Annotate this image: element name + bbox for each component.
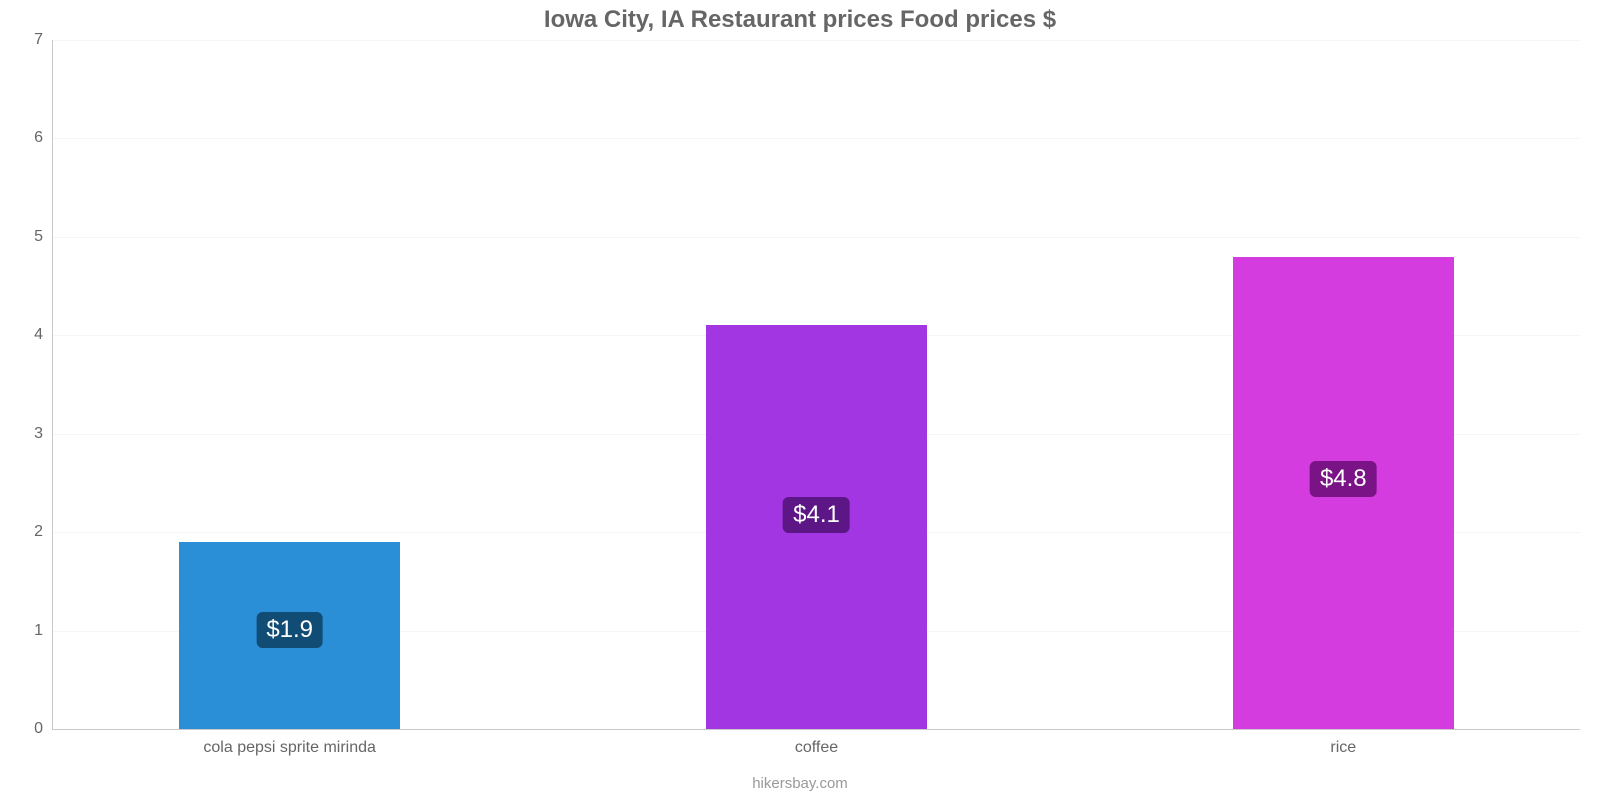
y-tick-label: 6 bbox=[34, 129, 53, 147]
chart-bar: $1.9 bbox=[179, 542, 400, 729]
chart-attribution: hikersbay.com bbox=[0, 775, 1600, 792]
bar-value-label: $1.9 bbox=[256, 612, 323, 648]
y-tick-label: 0 bbox=[34, 720, 53, 738]
chart-bars: $7$1.9$4.1$4.8$2 bbox=[53, 40, 1580, 729]
chart-plot-area: 01234567 $7$1.9$4.1$4.8$2 mac burger kin… bbox=[52, 40, 1580, 730]
bar-value-label: $4.1 bbox=[783, 497, 850, 533]
x-tick-label: rice bbox=[1330, 739, 1356, 757]
chart-title: Iowa City, IA Restaurant prices Food pri… bbox=[0, 0, 1600, 40]
x-tick-label: cola pepsi sprite mirinda bbox=[203, 739, 376, 757]
y-tick-label: 2 bbox=[34, 523, 53, 541]
x-tick-label: coffee bbox=[795, 739, 838, 757]
y-tick-label: 3 bbox=[34, 425, 53, 443]
bar-value-label: $4.8 bbox=[1310, 461, 1377, 497]
chart-bar: $4.8 bbox=[1233, 257, 1454, 729]
y-tick-label: 4 bbox=[34, 326, 53, 344]
y-tick-label: 7 bbox=[34, 31, 53, 49]
y-tick-label: 5 bbox=[34, 228, 53, 246]
y-tick-label: 1 bbox=[34, 622, 53, 640]
chart-bar: $4.1 bbox=[706, 325, 927, 729]
